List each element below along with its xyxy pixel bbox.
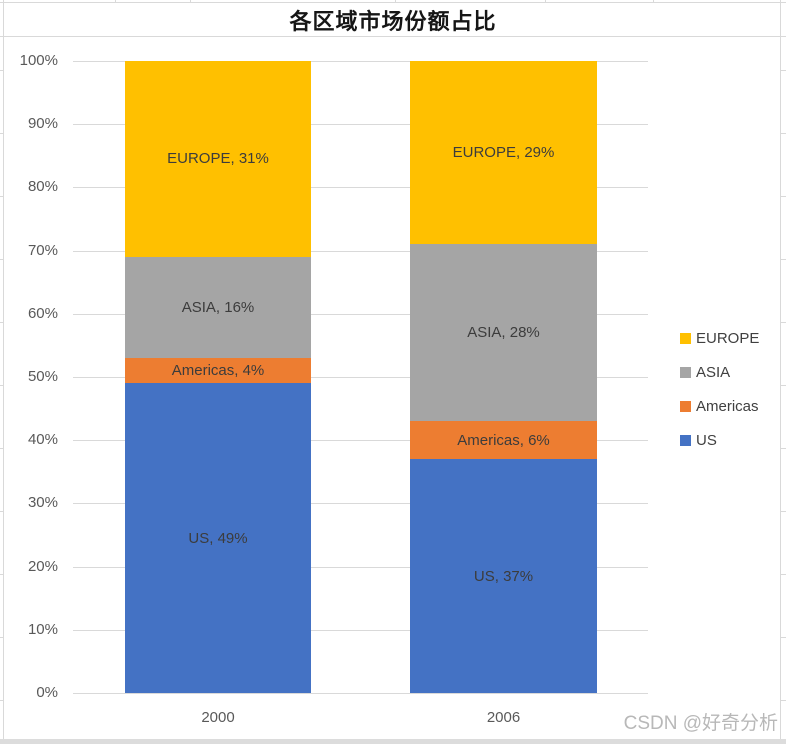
sheet-gridline (653, 0, 654, 3)
y-axis-gridline (73, 314, 648, 315)
watermark: CSDN @好奇分析 (623, 713, 778, 734)
sheet-row-strip (0, 739, 786, 744)
bar-segment-americas-2000[interactable]: Americas, 4% (125, 358, 311, 384)
sheet-gridline (0, 70, 4, 71)
y-axis-tick-label: 30% (27, 494, 58, 511)
sheet-gridline (0, 322, 4, 323)
legend-swatch-americas (680, 400, 691, 412)
legend-label: EUROPE (696, 329, 760, 347)
bar-segment-asia-2006[interactable]: ASIA, 28% (410, 244, 597, 422)
sheet-gridline (0, 511, 4, 512)
category-label-2000: 2000 (201, 709, 235, 726)
y-axis-gridline (73, 377, 648, 378)
y-axis-gridline (73, 440, 648, 441)
legend-label: Americas (696, 397, 759, 415)
sheet-gridline (781, 448, 786, 449)
y-axis-gridline (73, 567, 648, 568)
bar-segment-us-2000[interactable]: US, 49% (125, 383, 311, 693)
sheet-gridline (781, 637, 786, 638)
bar-segment-label: ASIA, 16% (181, 298, 255, 316)
legend-entry-us[interactable]: US (680, 431, 717, 449)
sheet-gridline (781, 700, 786, 701)
y-axis-tick-label: 0% (36, 684, 58, 701)
sheet-gridline (0, 637, 4, 638)
sheet-gridline (0, 36, 786, 37)
bar-segment-label: US, 49% (188, 529, 248, 547)
y-axis-gridline (73, 693, 648, 694)
y-axis-tick-label: 20% (27, 558, 58, 575)
sheet-gridline (781, 259, 786, 260)
y-axis-tick-label: 10% (27, 621, 58, 638)
sheet-gridline (0, 259, 4, 260)
legend-swatch-asia (680, 366, 691, 378)
sheet-gridline (781, 322, 786, 323)
legend-entry-asia[interactable]: ASIA (680, 363, 731, 381)
sheet-gridline (781, 70, 786, 71)
legend-entry-americas[interactable]: Americas (680, 397, 759, 415)
bar-segment-americas-2006[interactable]: Americas, 6% (410, 421, 597, 460)
sheet-gridline (395, 0, 396, 3)
bar-segment-asia-2000[interactable]: ASIA, 16% (125, 256, 311, 358)
legend-swatch-us (680, 434, 691, 446)
legend-swatch-europe (680, 332, 691, 344)
sheet-gridline (781, 133, 786, 134)
bar-segment-label: US, 37% (473, 567, 534, 585)
sheet-gridline (0, 448, 4, 449)
legend-label: ASIA (696, 363, 731, 381)
y-axis-gridline (73, 503, 648, 504)
bar-segment-us-2006[interactable]: US, 37% (410, 459, 597, 693)
sheet-gridline (0, 196, 4, 197)
y-axis-gridline (73, 187, 648, 188)
sheet-gridline (3, 0, 4, 744)
bar-segment-label: EUROPE, 31% (167, 150, 269, 168)
legend-label: US (696, 431, 717, 449)
chart-title-row: 各区域市场份额占比 (0, 3, 786, 36)
bar-segment-label: Americas, 4% (171, 362, 265, 380)
sheet-gridline (781, 385, 786, 386)
y-axis-tick-label: 40% (27, 431, 58, 448)
bar-segment-europe-2000[interactable]: EUROPE, 31% (125, 61, 311, 257)
sheet-gridline (0, 385, 4, 386)
y-axis-tick-label: 70% (27, 242, 58, 259)
y-axis-tick-label: 60% (27, 305, 58, 322)
sheet-gridline (781, 196, 786, 197)
y-axis-tick-label: 100% (19, 52, 58, 69)
bar-segment-europe-2006[interactable]: EUROPE, 29% (410, 61, 597, 245)
y-axis-tick-label: 90% (27, 115, 58, 132)
y-axis-tick-label: 80% (27, 178, 58, 195)
bar-segment-label: EUROPE, 29% (452, 144, 555, 162)
sheet-gridline (115, 0, 116, 3)
sheet-gridline (190, 0, 191, 3)
sheet-gridline (781, 574, 786, 575)
sheet-gridline (0, 574, 4, 575)
sheet-gridline (0, 2, 786, 3)
category-label-2006: 2006 (486, 709, 521, 726)
chart-title[interactable]: 各区域市场份额占比 (289, 8, 497, 34)
bar-segment-label: Americas, 6% (457, 431, 550, 449)
y-axis-gridline (73, 61, 648, 62)
sheet-gridline (545, 0, 546, 3)
y-axis-gridline (73, 630, 648, 631)
y-axis-tick-label: 50% (27, 368, 58, 385)
y-axis-gridline (73, 124, 648, 125)
sheet-gridline (0, 133, 4, 134)
legend-entry-europe[interactable]: EUROPE (680, 329, 760, 347)
sheet-gridline (780, 0, 781, 744)
sheet-gridline (781, 511, 786, 512)
y-axis-gridline (73, 251, 648, 252)
sheet-gridline (0, 700, 4, 701)
bar-segment-label: ASIA, 28% (467, 324, 540, 342)
